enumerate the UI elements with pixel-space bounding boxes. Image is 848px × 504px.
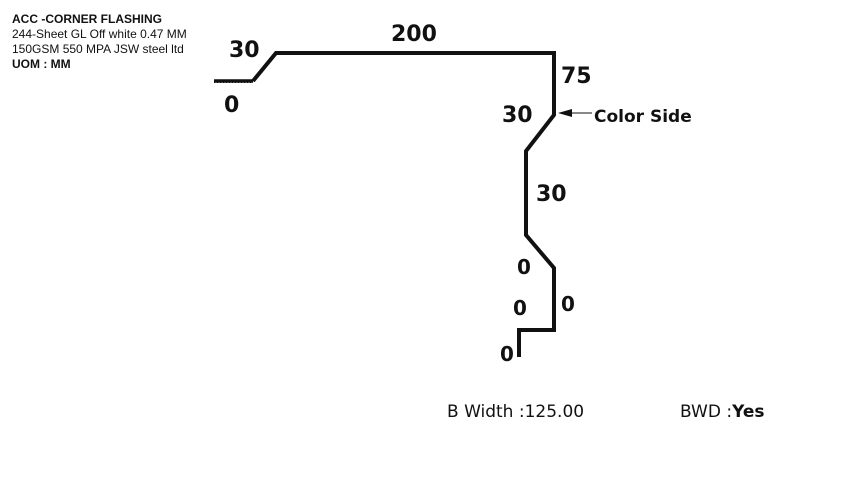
- callout-arrow-head: [558, 109, 572, 117]
- dim-slant-upper: 30: [502, 103, 533, 128]
- dim-bottom: 0: [500, 342, 514, 366]
- bwd-label: BWD :: [680, 402, 733, 422]
- b-width-value: 125.00: [524, 402, 585, 422]
- dim-left-start: 0: [224, 93, 239, 118]
- unit-of-measure: UOM : MM: [12, 57, 71, 71]
- dim-left-angle: 30: [229, 38, 260, 63]
- product-description: 244-Sheet GL Off white 0.47 MM 150GSM 55…: [12, 27, 187, 56]
- product-info: ACC -CORNER FLASHING 244-Sheet GL Off wh…: [12, 12, 212, 72]
- bwd-info: BWD :Yes: [680, 402, 765, 422]
- dim-mid-vertical: 30: [536, 182, 567, 207]
- dim-lower-right: 0: [561, 292, 575, 316]
- dim-lower-left: 0: [513, 296, 527, 320]
- product-title: ACC -CORNER FLASHING: [12, 12, 162, 26]
- b-width-label: B Width :: [447, 402, 525, 422]
- b-width-info: B Width :125.00: [447, 402, 584, 422]
- dim-top-length: 200: [391, 22, 437, 47]
- profile-outline: [251, 51, 556, 357]
- color-side-label: Color Side: [594, 107, 692, 127]
- bwd-value: Yes: [732, 402, 765, 422]
- dim-right-drop: 75: [561, 64, 592, 89]
- dim-slant-lower: 0: [517, 255, 531, 279]
